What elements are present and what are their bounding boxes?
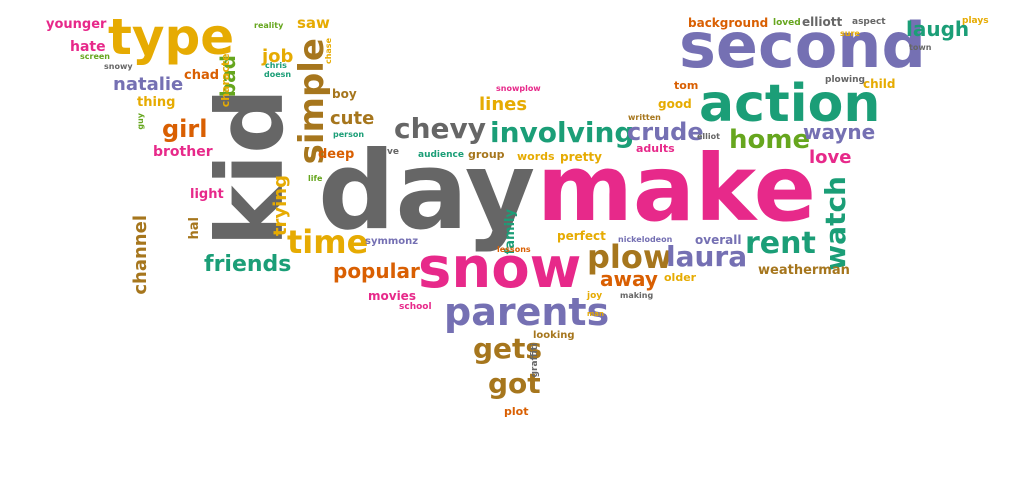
- word-saw: saw: [297, 14, 330, 32]
- word-child: child: [863, 77, 896, 91]
- word-tom: tom: [674, 79, 699, 92]
- word-gets: gets: [473, 332, 543, 365]
- word-plow: plow: [587, 238, 673, 276]
- word-younger: younger: [46, 17, 107, 32]
- word-sure: sure: [840, 29, 860, 38]
- word-perfect: perfect: [557, 229, 606, 243]
- word-ve: ve: [387, 147, 399, 157]
- word-job: job: [262, 46, 294, 67]
- word-background: background: [688, 16, 769, 30]
- word-reality: reality: [254, 21, 284, 30]
- word-nickelodeon: nickelodeon: [618, 235, 673, 244]
- word-got: got: [488, 367, 541, 400]
- word-type: type: [108, 8, 235, 66]
- word-thing: thing: [137, 95, 176, 110]
- word-laugh: laugh: [906, 17, 970, 41]
- word-symmonz: symmonz: [365, 236, 419, 247]
- word-man: man: [587, 310, 605, 318]
- word-second: second: [679, 9, 926, 82]
- word-rent: rent: [745, 226, 816, 261]
- word-good: good: [658, 97, 692, 111]
- word-laura: laura: [666, 240, 748, 273]
- word-weatherman: weatherman: [758, 263, 850, 278]
- word-written: written: [628, 113, 661, 122]
- word-hate: hate: [70, 39, 106, 55]
- word-chevy: chevy: [394, 112, 487, 145]
- word-group: group: [468, 148, 505, 161]
- word-day: day: [318, 129, 536, 254]
- word-doesn: doesn: [264, 70, 292, 79]
- word-words: words: [517, 150, 555, 163]
- word-brother: brother: [153, 144, 213, 160]
- word-loved: loved: [773, 18, 801, 28]
- word-love: love: [809, 147, 852, 168]
- word-snow: snow: [418, 236, 582, 301]
- word-light: light: [190, 187, 224, 202]
- word-home: home: [729, 125, 811, 155]
- word-channel: channel: [130, 215, 151, 295]
- word-pretty: pretty: [560, 150, 602, 164]
- word-screen: screen: [80, 52, 110, 61]
- word-guy: guy: [136, 113, 145, 130]
- word-plowing: plowing: [825, 75, 865, 85]
- word-make: make: [537, 135, 817, 242]
- word-snowplow: snowplow: [496, 84, 541, 93]
- word-chase: chase: [324, 38, 333, 65]
- word-time: time: [287, 223, 369, 261]
- word-hal: hal: [187, 217, 202, 240]
- word-snowy: snowy: [104, 62, 133, 71]
- word-audience: audience: [418, 150, 464, 160]
- word-life: life: [308, 174, 323, 183]
- word-lessons: lessons: [497, 245, 531, 254]
- word-deep: deep: [318, 147, 355, 162]
- word-town: town: [909, 43, 932, 52]
- word-chad: chad: [184, 68, 220, 83]
- word-older: older: [664, 271, 697, 284]
- word-involving: involving: [490, 116, 635, 149]
- word-plays: plays: [962, 16, 989, 26]
- word-cute: cute: [330, 108, 375, 129]
- word-popular: popular: [333, 259, 420, 283]
- word-girl: girl: [162, 115, 208, 143]
- word-making: making: [620, 291, 654, 300]
- word-joy: joy: [587, 291, 603, 301]
- word-person: person: [333, 130, 365, 139]
- word-chris: chris: [265, 61, 287, 70]
- word-trying: trying: [270, 175, 291, 237]
- word-boy: boy: [332, 87, 357, 101]
- word-action: action: [699, 74, 881, 134]
- word-elliot: elliot: [697, 132, 720, 141]
- word-movies: movies: [368, 289, 416, 303]
- word-watch: watch: [819, 176, 852, 271]
- word-aspect: aspect: [852, 17, 886, 27]
- word-school: school: [399, 302, 432, 312]
- word-lines: lines: [479, 94, 528, 115]
- word-crude: crude: [627, 118, 704, 146]
- word-character: character: [219, 48, 232, 108]
- word-parents: parents: [444, 290, 610, 334]
- word-friends: friends: [204, 252, 292, 277]
- word-away: away: [600, 267, 658, 291]
- word-natalie: natalie: [113, 74, 184, 95]
- word-graffiti: graffiti: [530, 343, 540, 378]
- word-plot: plot: [504, 405, 529, 418]
- word-adults: adults: [636, 142, 675, 155]
- word-elliott: elliott: [802, 15, 843, 29]
- word-overall: overall: [695, 233, 742, 247]
- word-looking: looking: [533, 330, 575, 341]
- word-wayne: wayne: [803, 120, 876, 144]
